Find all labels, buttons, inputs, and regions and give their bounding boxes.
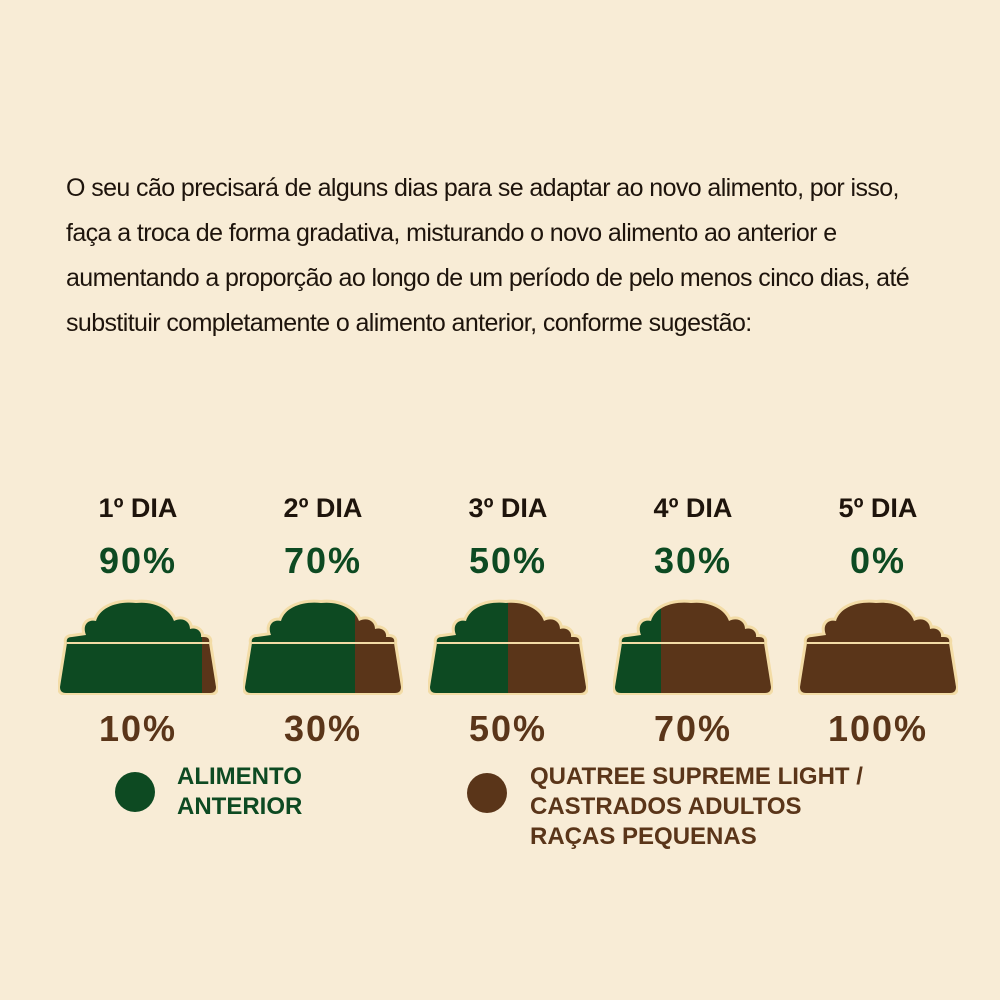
day-label: 3º DIA xyxy=(468,493,548,523)
value-label: 50% xyxy=(468,708,548,749)
bowl xyxy=(428,599,588,695)
day-label: 2º DIA xyxy=(283,493,363,523)
value-label: 50% xyxy=(468,540,548,581)
value-label: 70% xyxy=(283,540,363,581)
value-label: 30% xyxy=(653,540,733,581)
day-label: 1º DIA xyxy=(98,493,178,523)
value-label: 70% xyxy=(653,708,733,749)
segment xyxy=(800,602,956,693)
bowl xyxy=(58,599,218,695)
segment xyxy=(508,602,586,693)
segment xyxy=(60,602,202,693)
day-label: 5º DIA xyxy=(838,493,918,523)
legend-label: QUATREE SUPREME LIGHT / CASTRADOS ADULTO… xyxy=(530,763,863,850)
segment xyxy=(430,602,508,693)
legend-swatch xyxy=(115,772,155,812)
value-label: 100% xyxy=(827,708,929,749)
day-label: 4º DIA xyxy=(653,493,733,523)
bowl-fill xyxy=(60,602,216,693)
bowl xyxy=(243,599,403,695)
legend-label: ALIMENTO ANTERIOR xyxy=(177,763,303,820)
value-label: 90% xyxy=(98,540,178,581)
bowl-fill xyxy=(800,602,956,693)
segment xyxy=(661,602,771,693)
value-label: 30% xyxy=(283,708,363,749)
bowl xyxy=(613,599,773,695)
value-label: 10% xyxy=(98,708,178,749)
bowl-fill xyxy=(430,602,586,693)
intro-text: O seu cão precisará de alguns dias para … xyxy=(66,174,910,337)
legend-swatch xyxy=(467,773,507,813)
segment xyxy=(245,602,355,693)
value-label: 0% xyxy=(849,540,907,581)
bowl-fill xyxy=(615,602,771,693)
bowl xyxy=(798,599,958,695)
bowl-fill xyxy=(245,602,401,693)
